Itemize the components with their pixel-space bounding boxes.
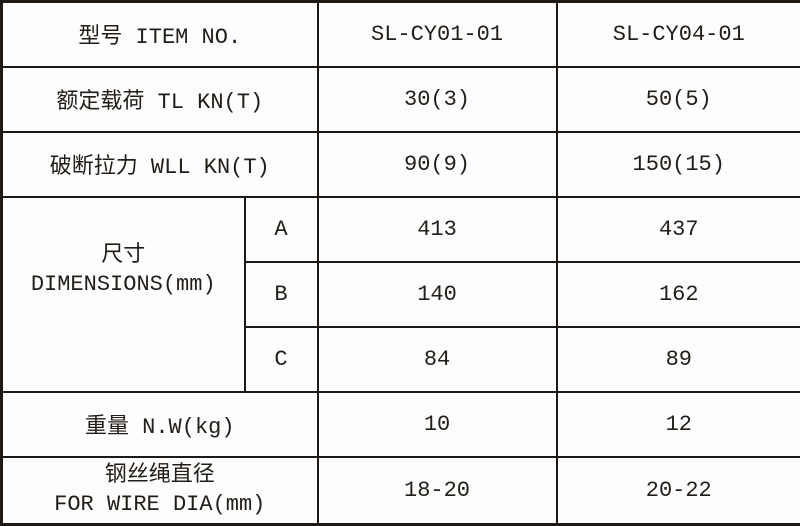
- wire-dia-row: 钢丝绳直径 FOR WIRE DIA(mm) 18-20 20-22: [2, 457, 800, 525]
- dimension-c-value-1: 84: [318, 327, 557, 392]
- weight-row: 重量 N.W(kg) 10 12: [2, 392, 800, 457]
- breaking-force-label: 破断拉力 WLL KN(T): [2, 132, 318, 197]
- item-no-model-2: SL-CY04-01: [557, 2, 800, 67]
- rated-load-row: 额定载荷 TL KN(T) 30(3) 50(5): [2, 67, 800, 132]
- dimensions-label-en: DIMENSIONS(mm): [3, 270, 244, 299]
- dimensions-label-text: 尺寸 DIMENSIONS(mm): [3, 241, 244, 299]
- wire-dia-value-2: 20-22: [557, 457, 800, 525]
- dimension-a-value-2: 437: [557, 197, 800, 262]
- weight-label: 重量 N.W(kg): [2, 392, 318, 457]
- dimension-a-label: A: [245, 197, 318, 262]
- dimension-b-label: B: [245, 262, 318, 327]
- dimension-b-value-1: 140: [318, 262, 557, 327]
- weight-value-2: 12: [557, 392, 800, 457]
- wire-dia-label-cn: 钢丝绳直径: [3, 461, 317, 490]
- dimensions-label: 尺寸 DIMENSIONS(mm): [2, 197, 245, 392]
- item-no-row: 型号 ITEM NO. SL-CY01-01 SL-CY04-01: [2, 2, 800, 67]
- breaking-force-row: 破断拉力 WLL KN(T) 90(9) 150(15): [2, 132, 800, 197]
- dimension-a-value-1: 413: [318, 197, 557, 262]
- wire-dia-label: 钢丝绳直径 FOR WIRE DIA(mm): [2, 457, 318, 525]
- rated-load-value-2: 50(5): [557, 67, 800, 132]
- wire-dia-value-1: 18-20: [318, 457, 557, 525]
- dimension-b-value-2: 162: [557, 262, 800, 327]
- dimension-c-value-2: 89: [557, 327, 800, 392]
- wire-dia-label-en: FOR WIRE DIA(mm): [3, 490, 317, 519]
- dimension-row-a: 尺寸 DIMENSIONS(mm) A 413 437: [2, 197, 800, 262]
- weight-value-1: 10: [318, 392, 557, 457]
- dimensions-label-cn: 尺寸: [3, 241, 244, 270]
- item-no-model-1: SL-CY01-01: [318, 2, 557, 67]
- item-no-label: 型号 ITEM NO.: [2, 2, 318, 67]
- dimension-c-label: C: [245, 327, 318, 392]
- wire-dia-label-text: 钢丝绳直径 FOR WIRE DIA(mm): [3, 461, 317, 519]
- breaking-force-value-2: 150(15): [557, 132, 800, 197]
- rated-load-value-1: 30(3): [318, 67, 557, 132]
- rated-load-label: 额定载荷 TL KN(T): [2, 67, 318, 132]
- breaking-force-value-1: 90(9): [318, 132, 557, 197]
